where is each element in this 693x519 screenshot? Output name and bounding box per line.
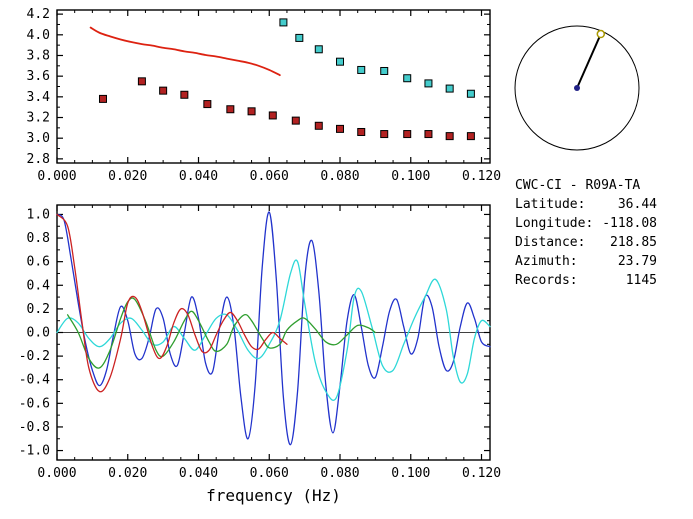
records-value: 1145 bbox=[625, 273, 657, 288]
waveform-panel: 0.000 0.020 0.040 0.060 0.080 0.100 0.120 1.0 0.… bbox=[19, 204, 501, 505]
info-row-distance: Distance: 218.85 bbox=[515, 233, 657, 252]
y-tick-label: 3.4 bbox=[27, 90, 51, 105]
y-tick-label: -0.2 bbox=[19, 349, 50, 364]
station-info-block: CWC-CI - R09A-TA Latitude: 36.44 Longitu… bbox=[515, 176, 657, 290]
azimuth-label: Azimuth: bbox=[515, 254, 578, 269]
info-row-azimuth: Azimuth: 23.79 bbox=[515, 252, 657, 271]
center-marker-icon bbox=[574, 85, 580, 91]
station-pair-title: CWC-CI - R09A-TA bbox=[515, 178, 641, 193]
x-tick-label: 0.080 bbox=[320, 169, 359, 184]
x-tick-label: 0.120 bbox=[462, 169, 501, 184]
waveform-green bbox=[66, 297, 377, 369]
x-tick-label: 0.100 bbox=[391, 169, 430, 184]
dispersion-panel: 0.000 0.020 0.040 0.060 0.080 0.100 0.120 2.8 3.… bbox=[27, 7, 502, 184]
latitude-label: Latitude: bbox=[515, 197, 586, 212]
x-axis-label: frequency (Hz) bbox=[206, 486, 341, 505]
x-tick-label: 0.040 bbox=[179, 466, 218, 481]
info-row-records: Records: 1145 bbox=[515, 271, 657, 290]
measured-dispersion-points bbox=[98, 77, 475, 141]
y-tick-label: 3.0 bbox=[27, 131, 50, 146]
y-tick-label: 2.8 bbox=[27, 152, 50, 167]
azimuth-needle bbox=[576, 33, 602, 89]
y-tick-label: 0.2 bbox=[27, 302, 50, 317]
compass-ring bbox=[514, 25, 640, 151]
station-marker-icon bbox=[596, 29, 606, 39]
y-tick-label: 3.6 bbox=[27, 69, 50, 84]
x-tick-label: 0.020 bbox=[108, 169, 147, 184]
waveform-blue bbox=[56, 211, 491, 446]
info-row-latitude: Latitude: 36.44 bbox=[515, 195, 657, 214]
azimuth-circle bbox=[514, 25, 640, 151]
waveform-red bbox=[56, 213, 288, 393]
y-tick-label: 0.4 bbox=[27, 278, 51, 293]
y-tick-label: -1.0 bbox=[19, 444, 50, 459]
reference-dispersion-curve bbox=[89, 26, 281, 77]
x-tick-label: 0.120 bbox=[462, 466, 501, 481]
azimuth-value: 23.79 bbox=[617, 254, 657, 269]
x-tick-label: 0.000 bbox=[37, 169, 76, 184]
longitude-value: -118.08 bbox=[602, 216, 657, 231]
y-tick-label: 3.8 bbox=[27, 48, 50, 63]
longitude-label: Longitude: bbox=[515, 216, 594, 231]
y-tick-label: 0.6 bbox=[27, 255, 50, 270]
latitude-value: 36.44 bbox=[617, 197, 657, 212]
x-tick-label: 0.060 bbox=[250, 466, 289, 481]
y-tick-label: 1.0 bbox=[27, 207, 50, 222]
x-tick-label: 0.040 bbox=[179, 169, 218, 184]
distance-label: Distance: bbox=[515, 235, 586, 250]
y-tick-label: 0.0 bbox=[27, 326, 50, 341]
y-tick-label: 4.0 bbox=[27, 28, 50, 43]
waveform-cyan bbox=[56, 259, 491, 401]
x-tick-label: 0.000 bbox=[37, 466, 76, 481]
y-tick-label: 3.2 bbox=[27, 111, 50, 126]
x-tick-label: 0.060 bbox=[250, 169, 289, 184]
x-tick-label: 0.020 bbox=[108, 466, 147, 481]
y-tick-label: 0.8 bbox=[27, 231, 50, 246]
overtone-dispersion-points bbox=[279, 18, 475, 98]
records-label: Records: bbox=[515, 273, 578, 288]
y-tick-label: -0.8 bbox=[19, 420, 50, 435]
info-row-longitude: Longitude: -118.08 bbox=[515, 214, 657, 233]
x-tick-label: 0.100 bbox=[391, 466, 430, 481]
y-tick-label: -0.4 bbox=[19, 373, 50, 388]
distance-value: 218.85 bbox=[610, 235, 657, 250]
x-tick-label: 0.080 bbox=[320, 466, 359, 481]
y-tick-label: 4.2 bbox=[27, 7, 50, 22]
y-tick-label: -0.6 bbox=[19, 396, 50, 411]
